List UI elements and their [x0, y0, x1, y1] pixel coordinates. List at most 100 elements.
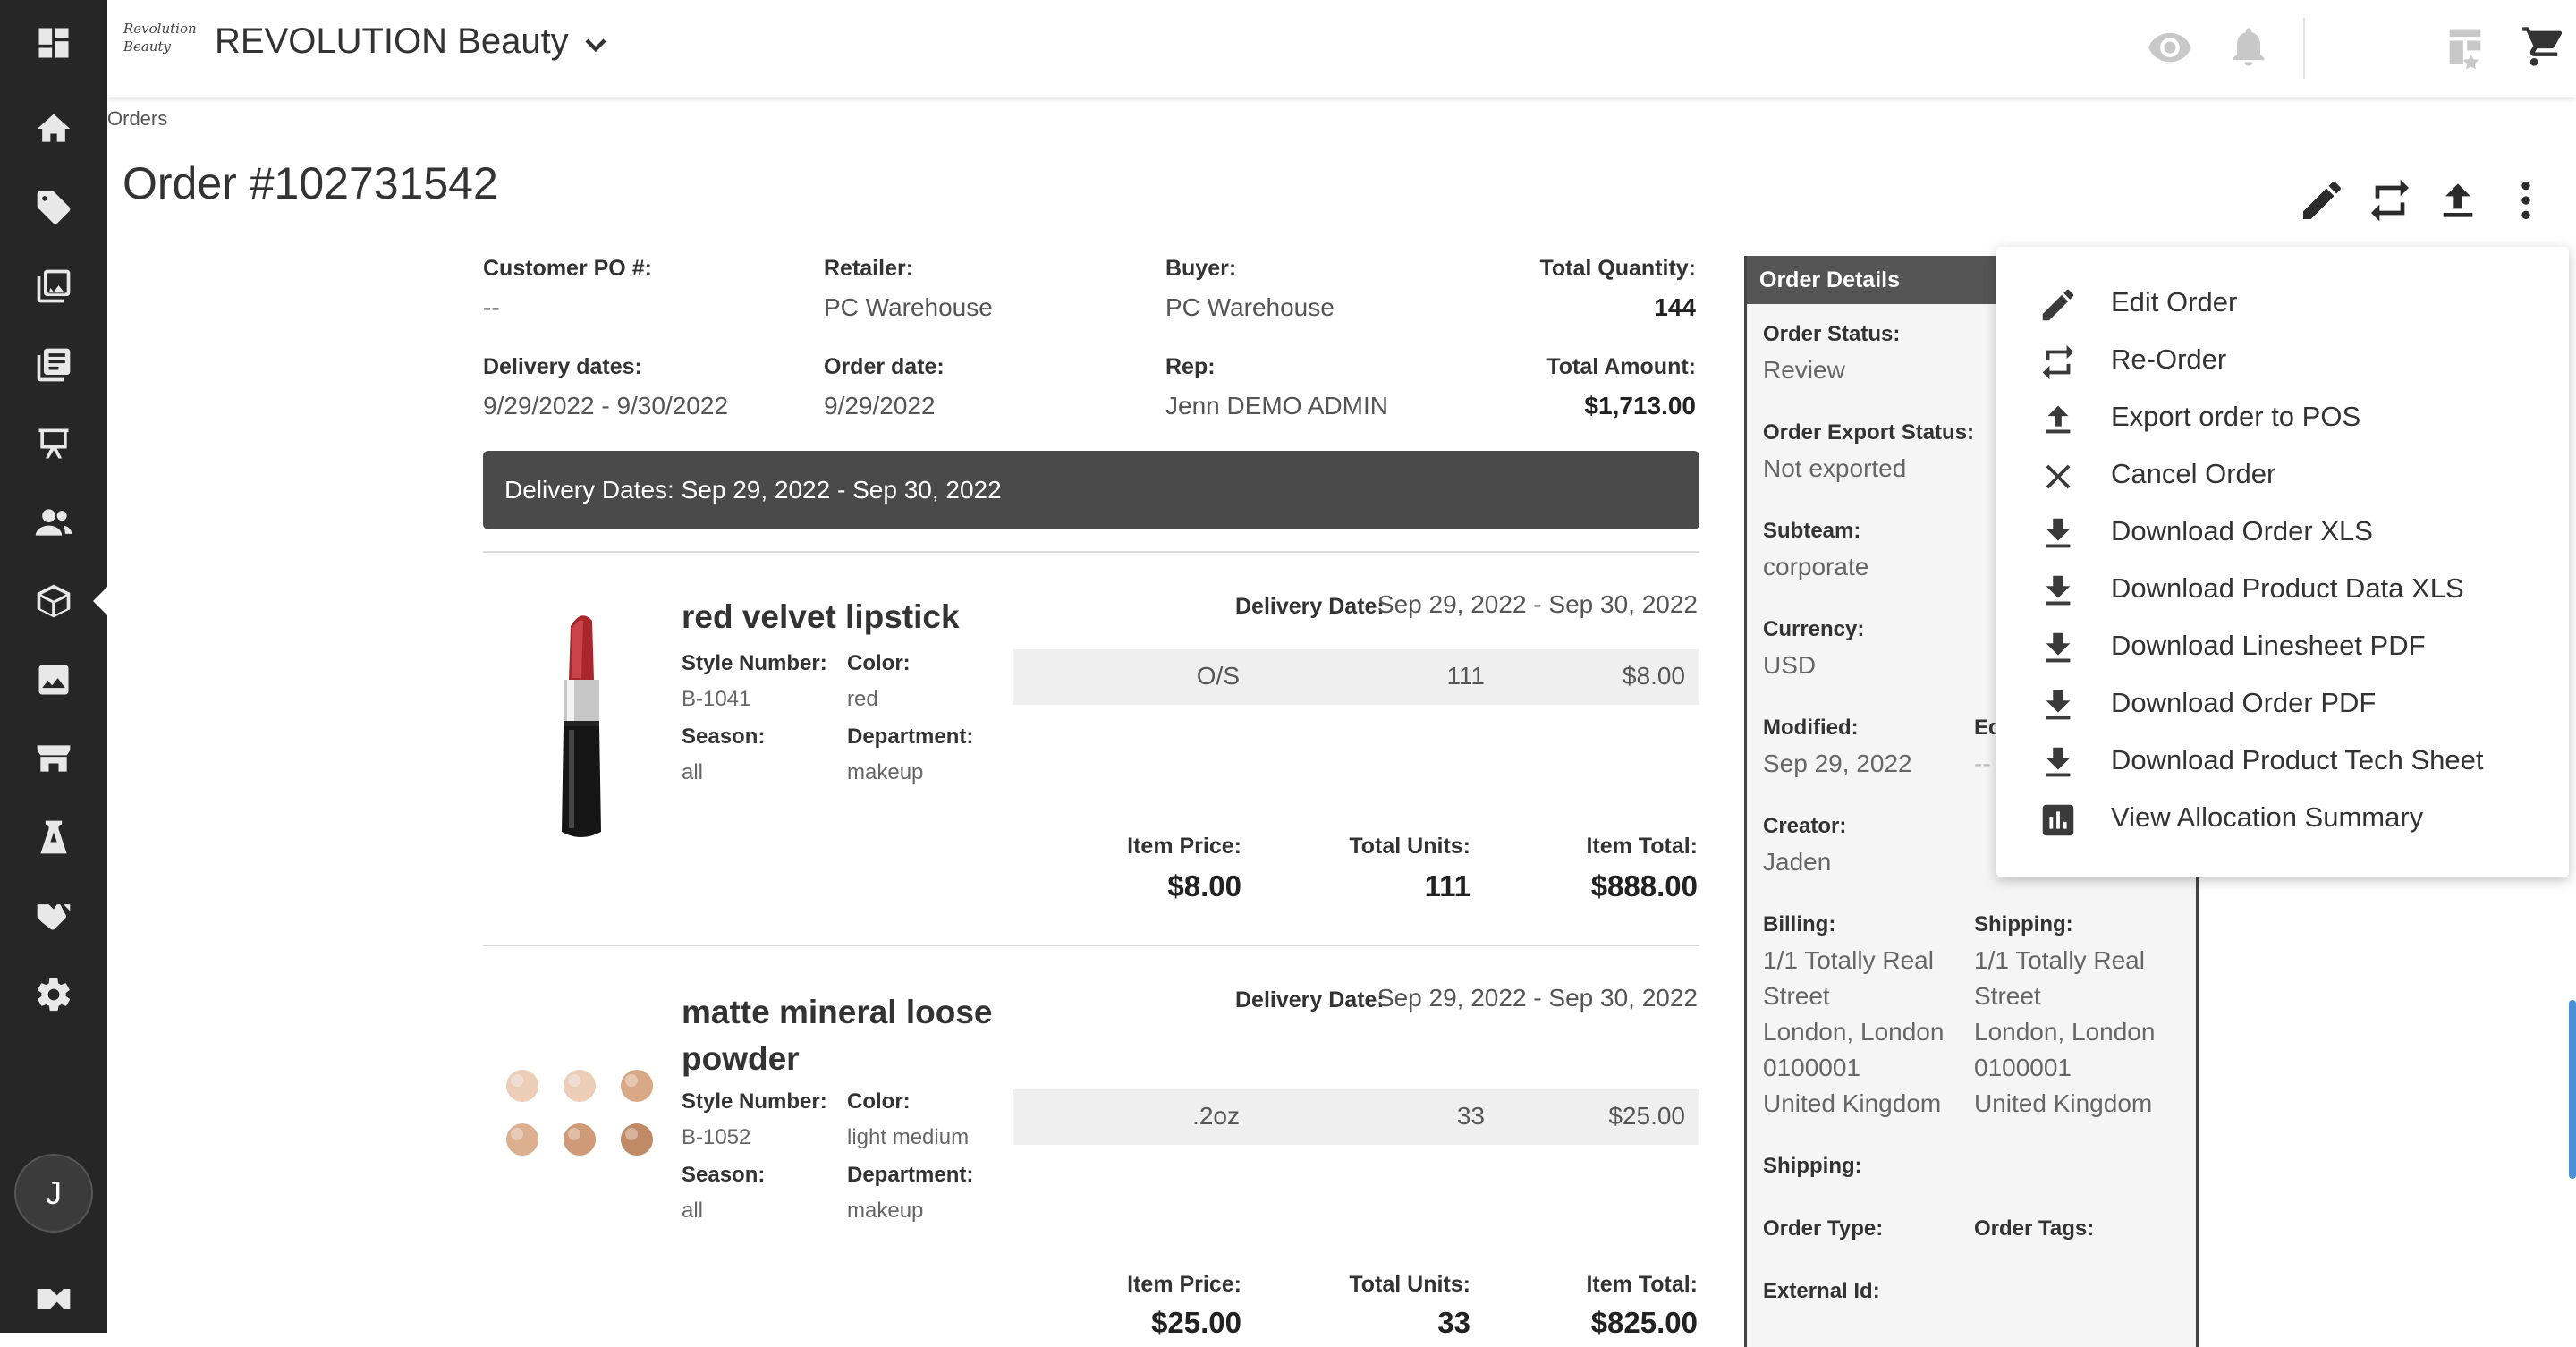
total-units-label: Total Units:: [1349, 834, 1470, 859]
quantity-value[interactable]: 111: [1446, 662, 1485, 690]
catalog-icon[interactable]: [32, 265, 75, 308]
chevron-down-icon[interactable]: [578, 27, 614, 63]
customer-po-label: Customer PO #:: [483, 256, 652, 281]
item-price-value: $25.00: [1151, 1306, 1241, 1339]
reorder-icon: [2042, 344, 2074, 380]
total-units-label: Total Units:: [1349, 1272, 1470, 1297]
bell-icon[interactable]: [2225, 23, 2272, 70]
shipping-address: 1/1 Totally Real Street London, London 0…: [1974, 943, 2155, 1122]
scrollbar-thumb[interactable]: [2569, 1000, 2576, 1179]
season-value: all: [682, 1199, 704, 1223]
product-name[interactable]: matte mineral loose powder: [682, 994, 993, 1077]
upload-icon: [2046, 405, 2071, 434]
menu-item-download-order-pdf[interactable]: Download Order PDF: [1996, 676, 2569, 733]
reorder-icon: [2371, 179, 2409, 222]
settings-icon[interactable]: [32, 973, 75, 1016]
collapse-sidebar-icon[interactable]: [32, 1277, 75, 1320]
menu-item-label: Re-Order: [2111, 343, 2227, 375]
color-value: light medium: [847, 1125, 970, 1149]
rep-value: Jenn DEMO ADMIN: [1165, 392, 1388, 419]
menu-item-download-order-xls[interactable]: Download Order XLS: [1996, 504, 2569, 562]
cart-icon[interactable]: [2521, 23, 2567, 70]
product-image-powder[interactable]: [497, 1061, 667, 1168]
order-tags-label: Order Tags:: [1974, 1216, 2095, 1241]
avatar[interactable]: J: [14, 1154, 93, 1233]
item-total-label: Item Total:: [1586, 1272, 1698, 1297]
total-quantity-label: Total Quantity:: [1539, 256, 1696, 281]
order-actions-menu: Edit Order Re-Order Export order to POS …: [1996, 247, 2569, 877]
pencil-icon: [2303, 182, 2341, 219]
divider: [483, 551, 1699, 553]
billing-line: United Kingdom: [1763, 1089, 1942, 1117]
download-icon: [2046, 747, 2071, 777]
billing-line: 1/1 Totally Real: [1763, 946, 1934, 974]
active-indicator: [93, 587, 107, 615]
tag-icon[interactable]: [32, 186, 75, 229]
menu-item-cancel-order[interactable]: Cancel Order: [1996, 447, 2569, 504]
export-button[interactable]: [2433, 175, 2483, 225]
lookbook-icon[interactable]: [32, 816, 75, 859]
dashboard-icon[interactable]: [32, 21, 75, 64]
shipping-line: 1/1 Totally Real: [1974, 946, 2145, 974]
product-image-lipstick[interactable]: [537, 608, 626, 841]
style-number-label: Style Number:: [682, 651, 827, 675]
item-total-value: $888.00: [1590, 869, 1698, 902]
partners-icon[interactable]: [32, 894, 75, 937]
edit-order-button[interactable]: [2297, 175, 2347, 225]
avatar-initial: J: [46, 1174, 62, 1211]
menu-item-export-pos[interactable]: Export order to POS: [1996, 390, 2569, 447]
menu-item-label: Export order to POS: [2111, 401, 2361, 432]
menu-item-label: Download Linesheet PDF: [2111, 630, 2426, 661]
delivery-date-value: Sep 29, 2022 - Sep 30, 2022: [1377, 984, 1698, 1012]
eye-icon[interactable]: [2147, 23, 2193, 70]
billing-line: London, London: [1763, 1018, 1945, 1046]
menu-item-download-product-data-xls[interactable]: Download Product Data XLS: [1996, 562, 2569, 619]
linesheet-icon[interactable]: [32, 343, 75, 386]
subteam-label: Subteam:: [1763, 519, 1861, 543]
menu-item-label: Download Product Tech Sheet: [2111, 744, 2484, 775]
shipping-label: Shipping:: [1763, 1154, 1862, 1178]
product-name[interactable]: red velvet lipstick: [682, 598, 960, 635]
divider: [483, 945, 1699, 946]
storefront-icon[interactable]: [32, 737, 75, 780]
currency-value: USD: [1763, 651, 1817, 679]
brand-name[interactable]: REVOLUTION Beauty: [215, 21, 569, 61]
menu-item-label: Cancel Order: [2111, 458, 2276, 489]
billing-label: Billing:: [1763, 912, 1836, 936]
menu-item-view-allocation-summary[interactable]: View Allocation Summary: [1996, 791, 2569, 848]
home-icon[interactable]: [32, 107, 75, 150]
page-title: Order #102731542: [123, 158, 498, 208]
download-icon: [2046, 575, 2071, 606]
style-number-label: Style Number:: [682, 1089, 827, 1114]
menu-item-reorder[interactable]: Re-Order: [1996, 333, 2569, 390]
breadcrumb[interactable]: Orders: [107, 107, 168, 130]
menu-item-download-tech-sheet[interactable]: Download Product Tech Sheet: [1996, 733, 2569, 791]
wishlist-icon[interactable]: [2442, 23, 2488, 70]
orders-icon[interactable]: [32, 580, 75, 623]
order-date-value: 9/29/2022: [824, 392, 936, 419]
reorder-button[interactable]: [2365, 175, 2415, 225]
size-row: O/S 111 $8.00: [1013, 649, 1699, 705]
menu-item-edit-order[interactable]: Edit Order: [1996, 275, 2569, 333]
size-value: O/S: [1196, 662, 1240, 690]
subteam-value: corporate: [1763, 553, 1869, 580]
department-label: Department:: [847, 1163, 974, 1187]
color-label: Color:: [847, 651, 911, 675]
item-total-label: Item Total:: [1586, 834, 1698, 859]
brand-logo[interactable]: Revolution Beauty: [123, 20, 202, 73]
buyer-label: Buyer:: [1165, 256, 1237, 281]
presentation-icon[interactable]: [32, 422, 75, 465]
order-status-value: Review: [1763, 356, 1845, 384]
total-units-value: 111: [1424, 869, 1470, 902]
more-actions-button[interactable]: [2501, 175, 2551, 225]
menu-item-label: Download Order PDF: [2111, 687, 2377, 718]
delivery-dates-value: 9/29/2022 - 9/30/2022: [483, 392, 729, 419]
media-icon[interactable]: [32, 658, 75, 701]
size-row: .2oz 33 $25.00: [1013, 1089, 1699, 1145]
customers-icon[interactable]: [32, 501, 75, 544]
item-price-label: Item Price:: [1127, 834, 1241, 859]
order-export-status-value: Not exported: [1763, 454, 1907, 482]
quantity-value[interactable]: 33: [1456, 1102, 1485, 1130]
billing-line: Street: [1763, 982, 1830, 1010]
menu-item-download-linesheet-pdf[interactable]: Download Linesheet PDF: [1996, 619, 2569, 676]
